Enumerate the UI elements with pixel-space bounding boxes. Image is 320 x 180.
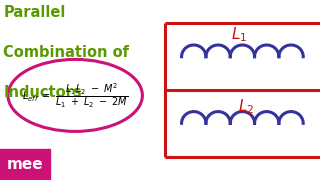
Text: Inductors: Inductors: [3, 85, 82, 100]
Text: $L_2$: $L_2$: [237, 97, 254, 116]
Bar: [0, 148, 50, 180]
Text: mee: mee: [6, 157, 43, 172]
Text: $L_1$: $L_1$: [231, 25, 247, 44]
Text: Combination of: Combination of: [3, 45, 129, 60]
Text: $L_{eff}\ =\ \dfrac{L_1 L_2\ -\ M^2}{L_1\ +\ L_2\ -\ 2M}$: $L_{eff}\ =\ \dfrac{L_1 L_2\ -\ M^2}{L_1…: [22, 81, 128, 110]
Text: Parallel: Parallel: [3, 5, 66, 20]
